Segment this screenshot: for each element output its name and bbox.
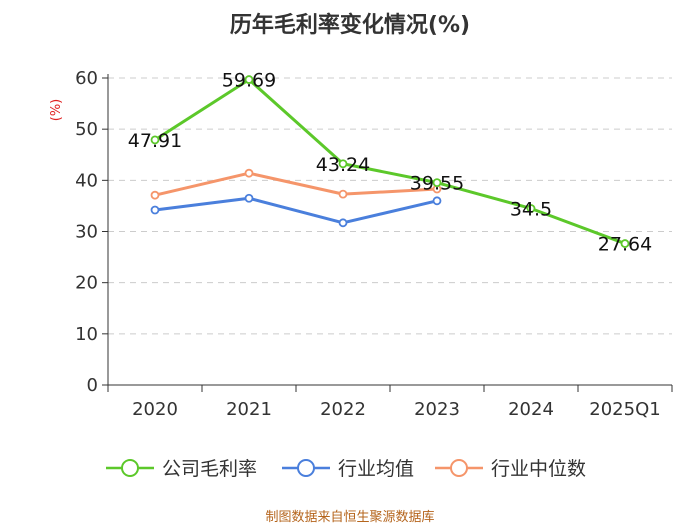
data-label-2024: 34.5	[510, 198, 552, 220]
y-tick-label-30: 30	[75, 222, 98, 243]
series-line-0	[154, 78, 626, 245]
legend-marker-2	[450, 459, 468, 477]
x-tick-label-2024: 2024	[508, 399, 554, 420]
data-label-2021: 59.69	[222, 70, 276, 92]
data-label-2020: 47.91	[128, 130, 182, 152]
data-label-2025Q1: 27.64	[598, 234, 652, 256]
axes: 0 10 20 30 40 50 60 2020 2021 2022 2023 2024 2025Q1	[75, 68, 673, 420]
legend-label-2: 行业中位数	[491, 458, 586, 480]
y-tick-label-50: 50	[75, 119, 98, 140]
gridlines	[108, 77, 672, 335]
series-0-point-2021	[244, 75, 254, 84]
data-label-2022: 43.24	[316, 154, 370, 176]
series-2-point-2021	[244, 168, 254, 178]
legend-label-0: 公司毛利率	[162, 458, 257, 480]
legend-label-1: 行业均值	[338, 458, 414, 480]
y-tick-label-60: 60	[75, 68, 98, 89]
y-axis-label: (%)	[49, 99, 64, 122]
series-0-point-2020	[150, 135, 160, 145]
series-1-point-2022	[338, 218, 348, 228]
series-0-point-2025Q1	[620, 239, 630, 248]
legend-marker-1	[297, 459, 315, 477]
legend: 公司毛利率 行业均值 行业中位数	[106, 458, 586, 480]
series-0-point-2024	[526, 204, 536, 213]
series-1-point-2023	[432, 196, 442, 206]
source-note: 制图数据来自恒生聚源数据库	[265, 509, 434, 525]
series-2-point-2020	[150, 190, 160, 200]
series-0-point-2023	[432, 178, 442, 188]
data-labels: 47.91 59.69 43.24 39.55 34.5 27.64	[128, 70, 652, 256]
series-2-point-2022	[338, 189, 348, 199]
y-tick-label-0: 0	[87, 375, 98, 396]
y-tick-label-10: 10	[75, 324, 98, 345]
legend-marker-0	[121, 459, 139, 477]
series-group	[150, 75, 630, 248]
series-1-point-2021	[244, 193, 254, 203]
series-0-point-2022	[338, 159, 348, 169]
chart-title: 历年毛利率变化情况(%)	[230, 12, 470, 38]
series-line-2	[154, 171, 438, 197]
x-tick-label-2021: 2021	[226, 399, 272, 420]
x-tick-label-2023: 2023	[414, 399, 460, 420]
x-tick-label-2020: 2020	[132, 399, 178, 420]
series-1-point-2020	[150, 205, 160, 215]
series-line-1	[154, 196, 438, 225]
x-tick-label-2025Q1: 2025Q1	[589, 399, 660, 420]
y-tick-label-40: 40	[75, 170, 98, 191]
y-tick-label-20: 20	[75, 273, 98, 294]
x-tick-label-2022: 2022	[320, 399, 366, 420]
data-label-2023: 39.55	[410, 173, 464, 195]
